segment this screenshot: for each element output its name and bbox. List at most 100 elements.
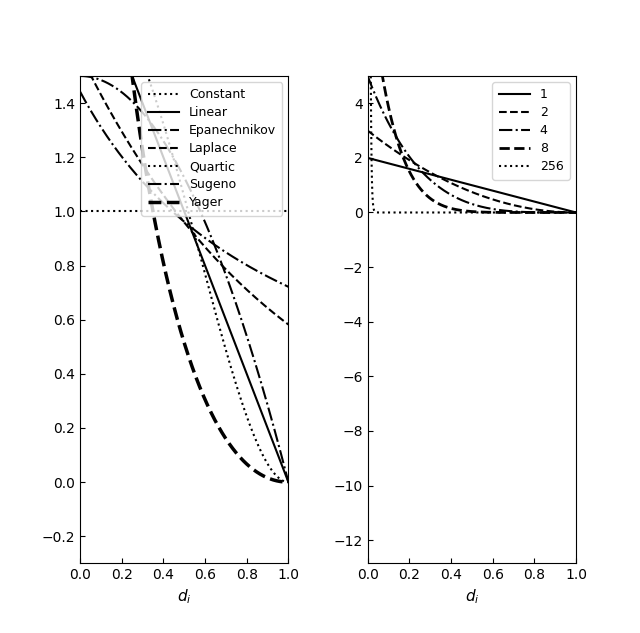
X-axis label: $d_i$: $d_i$ <box>177 588 191 606</box>
Linear <box>285 479 292 486</box>
Laplace <box>97 92 105 99</box>
Yager <box>239 456 246 464</box>
Constant <box>285 208 292 215</box>
Linear <box>161 156 168 163</box>
Linear <box>168 175 175 183</box>
Quartic <box>161 123 168 130</box>
Quartic <box>220 337 227 344</box>
256 <box>561 209 568 216</box>
Line: 4: 4 <box>367 76 576 213</box>
Epanechnikov <box>243 330 250 338</box>
256 <box>448 209 456 216</box>
8 <box>530 209 538 216</box>
Yager <box>161 263 168 270</box>
Laplace <box>76 50 84 58</box>
Constant <box>220 208 227 215</box>
Yager <box>220 430 227 438</box>
4 <box>507 208 515 215</box>
Yager <box>243 460 250 467</box>
1 <box>530 197 538 205</box>
4 <box>526 208 534 216</box>
2 <box>530 205 538 213</box>
Constant <box>243 208 250 215</box>
8 <box>385 105 393 113</box>
Line: Linear: Linear <box>80 0 289 482</box>
4 <box>448 192 456 199</box>
Constant <box>161 208 168 215</box>
2 <box>448 180 456 187</box>
Legend: 1, 2, 4, 8, 256: 1, 2, 4, 8, 256 <box>492 82 570 180</box>
Line: Sugeno: Sugeno <box>80 92 289 287</box>
256 <box>456 209 463 216</box>
Yager <box>285 479 292 486</box>
1 <box>448 176 456 184</box>
8 <box>456 206 463 214</box>
Quartic <box>239 400 246 408</box>
Linear <box>220 309 227 316</box>
Laplace <box>168 203 175 210</box>
Line: Epanechnikov: Epanechnikov <box>80 76 289 482</box>
Line: 1: 1 <box>367 158 576 213</box>
4 <box>364 72 371 80</box>
1 <box>364 154 371 161</box>
2 <box>507 201 515 208</box>
4 <box>530 208 538 216</box>
Quartic <box>243 411 250 419</box>
Laplace <box>285 321 292 329</box>
Sugeno <box>243 261 250 268</box>
256 <box>385 209 393 216</box>
Epanechnikov <box>168 151 175 158</box>
Line: 256: 256 <box>367 0 576 213</box>
4 <box>456 196 463 203</box>
256 <box>526 209 534 216</box>
8 <box>526 209 534 216</box>
Epanechnikov <box>285 479 292 486</box>
Quartic <box>168 149 175 156</box>
Constant <box>168 208 175 215</box>
Sugeno <box>285 283 292 291</box>
Epanechnikov <box>97 77 105 84</box>
Constant <box>97 208 105 215</box>
1 <box>507 192 515 199</box>
Quartic <box>285 479 292 486</box>
256 <box>507 209 515 216</box>
8 <box>448 205 456 213</box>
256 <box>572 209 580 216</box>
Line: 8: 8 <box>367 0 576 213</box>
Epanechnikov <box>239 319 246 327</box>
Linear <box>243 369 250 377</box>
Constant <box>239 208 246 215</box>
Epanechnikov <box>76 72 84 80</box>
2 <box>385 142 393 150</box>
Epanechnikov <box>220 264 227 272</box>
Laplace <box>243 285 250 293</box>
Laplace <box>161 192 168 200</box>
Line: 2: 2 <box>367 130 576 213</box>
4 <box>385 120 393 127</box>
Sugeno <box>76 88 84 96</box>
Epanechnikov <box>161 139 168 146</box>
8 <box>572 209 580 216</box>
Line: Yager: Yager <box>80 0 289 482</box>
1 <box>385 160 393 167</box>
1 <box>572 209 580 216</box>
Laplace <box>239 282 246 289</box>
Constant <box>76 208 84 215</box>
Sugeno <box>220 247 227 254</box>
4 <box>572 209 580 216</box>
2 <box>526 204 534 212</box>
256 <box>530 209 538 216</box>
Sugeno <box>239 259 246 266</box>
2 <box>456 183 463 191</box>
Sugeno <box>97 124 105 132</box>
Yager <box>168 294 175 302</box>
Legend: Constant, Linear, Epanechnikov, Laplace, Quartic, Sugeno, Yager: Constant, Linear, Epanechnikov, Laplace,… <box>141 82 282 216</box>
8 <box>507 209 515 216</box>
Line: Quartic: Quartic <box>80 0 289 482</box>
2 <box>364 127 371 134</box>
X-axis label: $d_i$: $d_i$ <box>465 588 479 606</box>
1 <box>456 178 463 185</box>
Line: Laplace: Laplace <box>80 54 289 325</box>
Sugeno <box>161 200 168 208</box>
2 <box>572 209 580 216</box>
